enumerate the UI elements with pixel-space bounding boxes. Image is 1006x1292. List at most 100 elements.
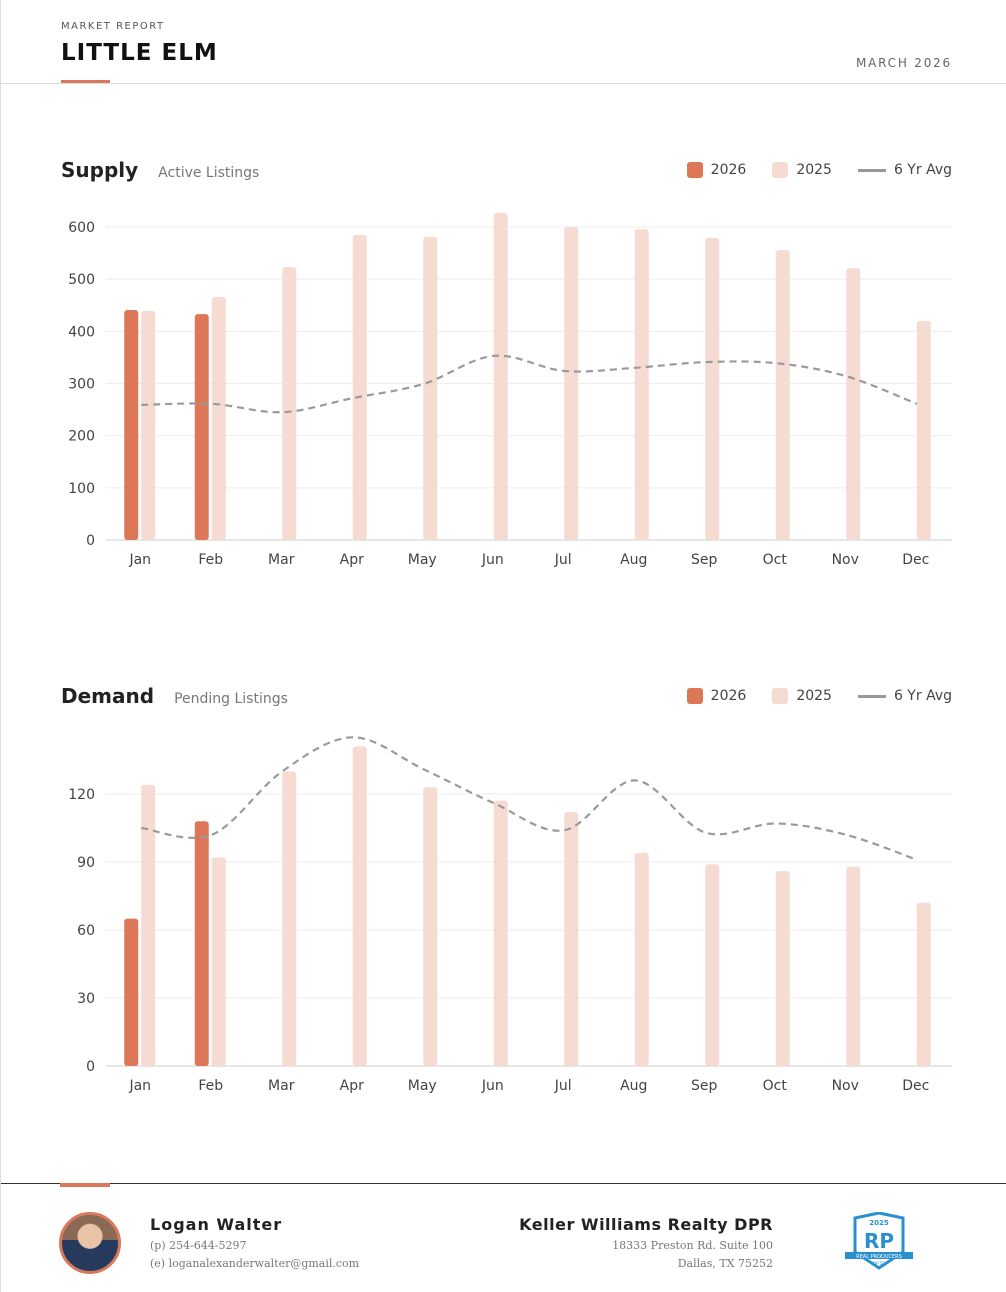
supply-heading: Supply Active Listings: [61, 158, 259, 182]
title-accent: [61, 80, 110, 84]
bar-2025: [493, 212, 508, 541]
bar-2025: [141, 310, 156, 540]
y-tick-label: 30: [77, 991, 95, 1007]
bar-2025: [564, 227, 579, 540]
badge-year: 2025: [869, 1219, 889, 1227]
bar-2025: [423, 787, 438, 1066]
x-tick-label: Feb: [198, 552, 223, 568]
bar-2025: [211, 857, 226, 1066]
x-tick-label: Aug: [620, 552, 647, 568]
company-address-line2: Dallas, TX 75252: [677, 1257, 773, 1270]
legend-2025: 2025: [796, 688, 832, 704]
bar-2025: [141, 784, 156, 1066]
y-tick-label: 0: [86, 533, 95, 549]
x-tick-label: Jul: [554, 1078, 572, 1094]
bar-2025: [846, 268, 861, 540]
company-address-line1: 18333 Preston Rd. Suite 100: [612, 1239, 773, 1252]
supply-chart: 0 100 200 300 400 500 600 Jan Feb Mar Apr May Jun Jul…: [68, 212, 952, 568]
y-tick-label: 600: [68, 220, 95, 236]
bar-2025: [705, 864, 720, 1066]
badge-sub: REAL PRODUCERS: [856, 1254, 902, 1260]
demand-subtitle: Pending Listings: [174, 691, 288, 707]
legend-avg-line: [857, 694, 886, 698]
badge-top: TOP 500: [870, 1261, 888, 1266]
bar-2026: [124, 918, 139, 1066]
real-producers-badge-logo: 2025 RP REAL PRODUCERS TOP 500: [845, 1212, 913, 1270]
bar-2025: [846, 866, 861, 1066]
x-tick-label: Apr: [340, 552, 364, 568]
x-tick-label: Feb: [198, 1078, 223, 1094]
bar-2026: [194, 314, 209, 540]
legend-2026: 2026: [710, 688, 747, 704]
legend-2025-swatch: [772, 162, 789, 178]
y-tick-label: 0: [86, 1059, 95, 1075]
y-tick-label: 60: [77, 923, 95, 939]
footer-divider: [1, 1183, 1006, 1184]
bar-2025: [282, 267, 297, 540]
y-tick-label: 400: [68, 324, 95, 340]
bar-2025: [564, 812, 579, 1066]
x-tick-label: Jun: [481, 552, 504, 568]
avg-line: [141, 354, 918, 414]
bar-2025: [423, 236, 438, 540]
bar-2025: [352, 234, 367, 540]
y-tick-label: 300: [68, 377, 95, 393]
x-tick-label: Oct: [763, 1078, 788, 1094]
supply-legend: 2026 2025 6 Yr Avg: [686, 162, 952, 178]
demand-heading: Demand Pending Listings: [61, 684, 288, 708]
bar-2025: [634, 229, 649, 540]
footer-accent: [60, 1183, 110, 1187]
x-tick-label: Dec: [902, 552, 929, 568]
bar-2025: [775, 249, 790, 540]
x-tick-label: May: [408, 1078, 437, 1094]
y-tick-label: 200: [68, 429, 95, 445]
x-tick-label: Jan: [128, 552, 151, 568]
page-title: LITTLE ELM: [61, 40, 218, 66]
legend-2025-swatch: [772, 688, 789, 704]
demand-title: Demand: [61, 684, 155, 708]
bar-2026: [124, 309, 139, 540]
agent-phone[interactable]: (p) 254-644-5297: [150, 1239, 247, 1252]
bar-2025: [493, 800, 508, 1066]
x-tick-label: Jun: [481, 1078, 504, 1094]
legend-avg: 6 Yr Avg: [893, 688, 952, 704]
x-tick-label: Mar: [268, 1078, 295, 1094]
legend-2026: 2026: [710, 162, 747, 178]
bar-2025: [916, 320, 931, 540]
bar-2026: [194, 821, 209, 1066]
bar-2025: [282, 771, 297, 1066]
bar-2025: [916, 902, 931, 1066]
demand-legend: 2026 2025 6 Yr Avg: [686, 688, 952, 704]
company-name: Keller Williams Realty DPR: [519, 1215, 773, 1234]
legend-2026-swatch: [686, 162, 703, 178]
agent-name: Logan Walter: [150, 1215, 283, 1234]
x-tick-label: Sep: [691, 552, 718, 568]
bar-2025: [634, 852, 649, 1066]
legend-avg-line: [857, 168, 886, 172]
report-kicker: MARKET REPORT: [61, 21, 165, 32]
x-tick-label: Oct: [763, 552, 788, 568]
x-tick-label: Nov: [832, 1078, 859, 1094]
badge-rp: RP: [864, 1229, 894, 1253]
x-tick-label: Dec: [902, 1078, 929, 1094]
legend-avg: 6 Yr Avg: [893, 162, 952, 178]
demand-chart: 0 30 60 90 120 Jan Feb Mar Apr May Jun Jul Aug Sep Oct…: [68, 736, 952, 1094]
x-tick-label: Mar: [268, 552, 295, 568]
y-tick-label: 500: [68, 272, 95, 288]
bar-2025: [705, 237, 720, 540]
x-tick-label: Nov: [832, 552, 859, 568]
bar-2025: [775, 871, 790, 1066]
avg-line: [141, 736, 918, 861]
report-date: MARCH 2026: [855, 56, 952, 70]
y-tick-label: 120: [68, 787, 95, 803]
header-divider: [1, 83, 1006, 84]
x-tick-label: May: [408, 552, 437, 568]
agent-email[interactable]: (e) loganalexanderwalter@gmail.com: [150, 1257, 360, 1270]
agent-avatar: [59, 1212, 121, 1274]
y-tick-label: 100: [68, 481, 95, 497]
legend-2025: 2025: [796, 162, 832, 178]
y-tick-label: 90: [77, 855, 95, 871]
x-tick-label: Jul: [554, 552, 572, 568]
x-tick-label: Jan: [128, 1078, 151, 1094]
supply-title: Supply: [61, 158, 139, 182]
